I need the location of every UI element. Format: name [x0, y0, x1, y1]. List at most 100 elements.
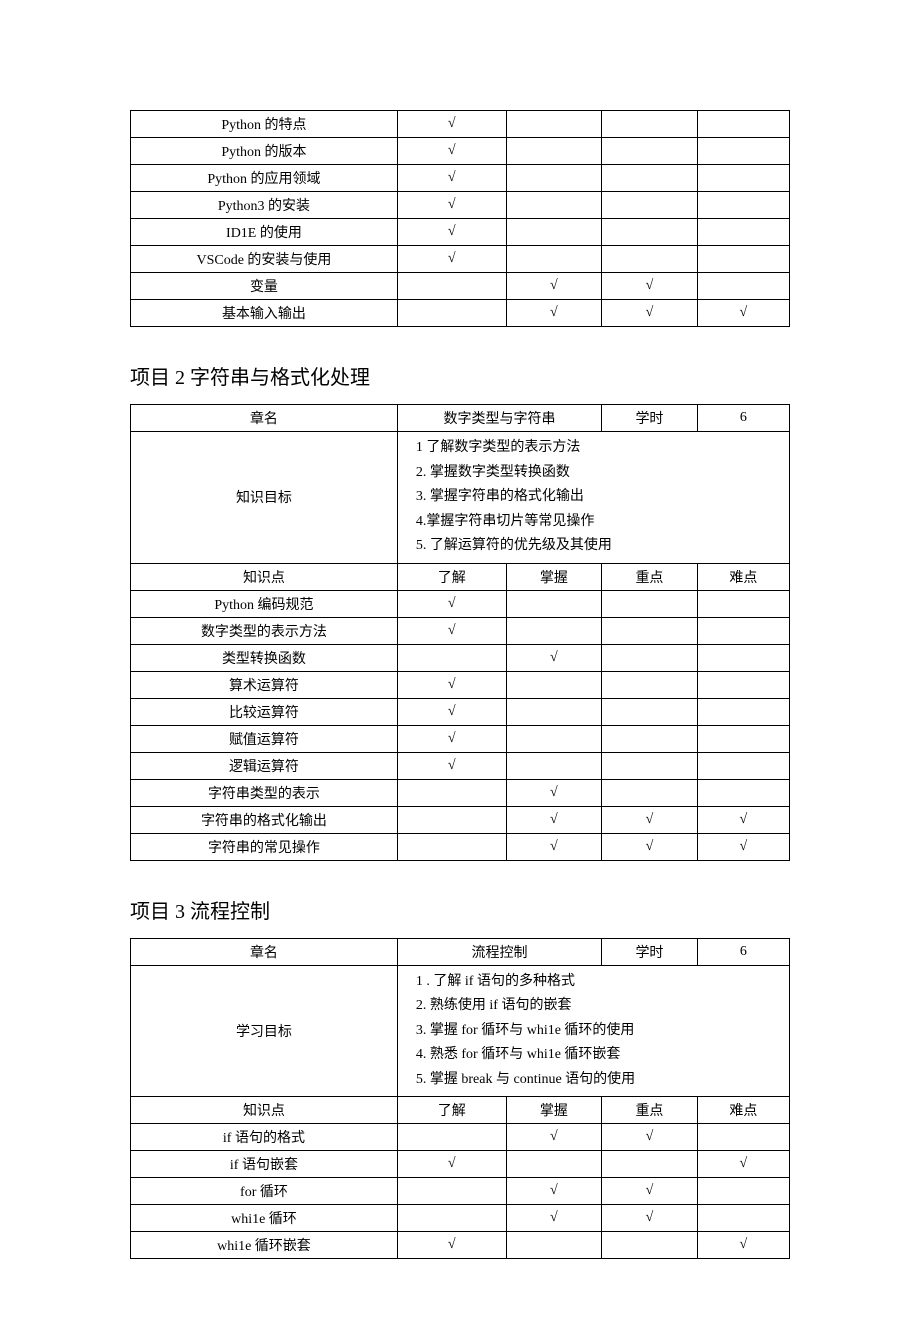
table-row: 基本输入输出√√√ — [131, 300, 790, 327]
t3-mark-0-3 — [697, 1124, 789, 1151]
t1-mark-3-0: √ — [397, 192, 506, 219]
t2-col-header-2: 掌握 — [506, 563, 602, 590]
t2-col-header-0: 知识点 — [131, 563, 398, 590]
table-row: whi1e 循环嵌套√√ — [131, 1232, 790, 1259]
table-row: 赋值运算符√ — [131, 725, 790, 752]
t2-label-9: 字符串的常见操作 — [131, 833, 398, 860]
t3-mark-1-1 — [506, 1151, 602, 1178]
t1-mark-0-0: √ — [397, 111, 506, 138]
t3-chapter-value: 流程控制 — [397, 938, 601, 965]
section-3-title: 项目 3 流程控制 — [130, 895, 790, 924]
table-row: whi1e 循环√√ — [131, 1205, 790, 1232]
t1-mark-1-3 — [697, 138, 789, 165]
t3-label-0: if 语句的格式 — [131, 1124, 398, 1151]
t2-mark-6-3 — [697, 752, 789, 779]
t3-mark-0-1: √ — [506, 1124, 602, 1151]
table-row: Python 的版本√ — [131, 138, 790, 165]
t2-mark-9-1: √ — [506, 833, 602, 860]
t3-mark-3-0 — [397, 1205, 506, 1232]
goal-line: 3. 掌握字符串的格式化输出 — [416, 485, 783, 510]
t1-mark-7-2: √ — [602, 300, 698, 327]
document-page: Python 的特点√Python 的版本√Python 的应用领域√Pytho… — [0, 0, 920, 1319]
t2-mark-0-3 — [697, 590, 789, 617]
t1-mark-5-3 — [697, 246, 789, 273]
t2-chapter-label: 章名 — [131, 405, 398, 432]
t1-mark-7-3: √ — [697, 300, 789, 327]
goal-line: 2. 熟练使用 if 语句的嵌套 — [416, 994, 783, 1019]
t1-mark-4-3 — [697, 219, 789, 246]
t2-hours-label: 学时 — [602, 405, 698, 432]
t2-mark-0-2 — [602, 590, 698, 617]
t3-mark-1-2 — [602, 1151, 698, 1178]
t1-mark-4-2 — [602, 219, 698, 246]
table-row: 章名流程控制学时6 — [131, 938, 790, 965]
t1-label-6: 变量 — [131, 273, 398, 300]
t2-label-6: 逻辑运算符 — [131, 752, 398, 779]
t2-label-1: 数字类型的表示方法 — [131, 617, 398, 644]
t2-label-3: 算术运算符 — [131, 671, 398, 698]
t1-label-3: Python3 的安装 — [131, 192, 398, 219]
t2-mark-8-2: √ — [602, 806, 698, 833]
t3-mark-4-1 — [506, 1232, 602, 1259]
t2-mark-2-3 — [697, 644, 789, 671]
goal-line: 2. 掌握数字类型转换函数 — [416, 461, 783, 486]
t2-label-8: 字符串的格式化输出 — [131, 806, 398, 833]
t2-mark-7-1: √ — [506, 779, 602, 806]
t3-label-4: whi1e 循环嵌套 — [131, 1232, 398, 1259]
t2-mark-3-3 — [697, 671, 789, 698]
t2-mark-8-0 — [397, 806, 506, 833]
table-row: 逻辑运算符√ — [131, 752, 790, 779]
t2-mark-7-0 — [397, 779, 506, 806]
t3-mark-2-0 — [397, 1178, 506, 1205]
t1-mark-3-1 — [506, 192, 602, 219]
t1-mark-2-0: √ — [397, 165, 506, 192]
t1-mark-4-0: √ — [397, 219, 506, 246]
table-section-2: 章名数字类型与字符串学时6知识目标1 了解数字类型的表示方法2. 掌握数字类型转… — [130, 404, 790, 861]
t2-mark-6-0: √ — [397, 752, 506, 779]
t3-label-1: if 语句嵌套 — [131, 1151, 398, 1178]
t2-mark-1-2 — [602, 617, 698, 644]
t1-mark-7-1: √ — [506, 300, 602, 327]
t2-mark-4-0: √ — [397, 698, 506, 725]
t2-mark-6-2 — [602, 752, 698, 779]
t2-mark-5-3 — [697, 725, 789, 752]
t3-chapter-label: 章名 — [131, 938, 398, 965]
t3-label-3: whi1e 循环 — [131, 1205, 398, 1232]
goal-line: 5. 了解运算符的优先级及其使用 — [416, 534, 783, 559]
t1-mark-3-3 — [697, 192, 789, 219]
t2-mark-1-1 — [506, 617, 602, 644]
t2-mark-3-1 — [506, 671, 602, 698]
t1-mark-5-1 — [506, 246, 602, 273]
t3-col-header-4: 难点 — [697, 1097, 789, 1124]
t2-mark-1-3 — [697, 617, 789, 644]
t3-hours-label: 学时 — [602, 938, 698, 965]
goal-line: 3. 掌握 for 循环与 whi1e 循环的使用 — [416, 1019, 783, 1044]
table-row: 知识目标1 了解数字类型的表示方法2. 掌握数字类型转换函数3. 掌握字符串的格… — [131, 432, 790, 564]
table-row: 知识点了解掌握重点难点 — [131, 563, 790, 590]
t3-mark-0-0 — [397, 1124, 506, 1151]
goal-line: 1 . 了解 if 语句的多种格式 — [416, 970, 783, 995]
goal-line: 1 了解数字类型的表示方法 — [416, 436, 783, 461]
section-2-title: 项目 2 字符串与格式化处理 — [130, 361, 790, 390]
t2-col-header-4: 难点 — [697, 563, 789, 590]
t3-mark-2-3 — [697, 1178, 789, 1205]
table-row: for 循环√√ — [131, 1178, 790, 1205]
t1-mark-0-1 — [506, 111, 602, 138]
t3-mark-1-3: √ — [697, 1151, 789, 1178]
table-topics-1: Python 的特点√Python 的版本√Python 的应用领域√Pytho… — [130, 110, 790, 327]
table-row: 字符串的格式化输出√√√ — [131, 806, 790, 833]
table-row: 比较运算符√ — [131, 698, 790, 725]
t3-mark-1-0: √ — [397, 1151, 506, 1178]
t1-label-1: Python 的版本 — [131, 138, 398, 165]
t3-col-header-1: 了解 — [397, 1097, 506, 1124]
t2-mark-7-2 — [602, 779, 698, 806]
t1-mark-3-2 — [602, 192, 698, 219]
t3-col-header-2: 掌握 — [506, 1097, 602, 1124]
table-row: 类型转换函数√ — [131, 644, 790, 671]
t3-mark-3-2: √ — [602, 1205, 698, 1232]
t1-mark-2-1 — [506, 165, 602, 192]
t1-mark-6-3 — [697, 273, 789, 300]
t2-mark-1-0: √ — [397, 617, 506, 644]
t2-chapter-value: 数字类型与字符串 — [397, 405, 601, 432]
t2-mark-8-3: √ — [697, 806, 789, 833]
